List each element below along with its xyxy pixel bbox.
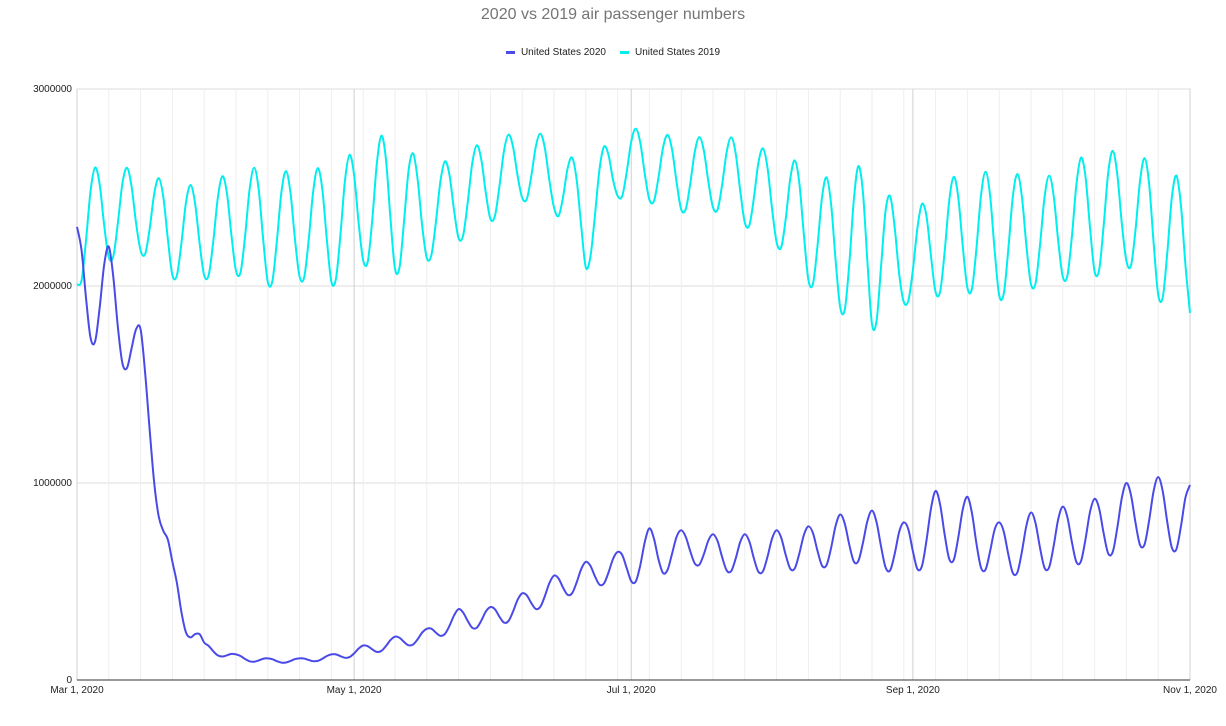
y-tick-label: 2000000 — [33, 281, 72, 292]
legend-swatch-2020 — [505, 51, 515, 54]
series-line-2019 — [76, 127, 1191, 332]
axes: 0 1000000 2000000 3000000 Mar 1, 2020 May 1, … — [33, 84, 1217, 696]
legend-item-2020[interactable]: United States 2020 — [505, 47, 606, 58]
series-line-2020 — [76, 226, 1191, 664]
legend-item-2019[interactable]: United States 2019 — [620, 47, 720, 58]
y-tick-label: 3000000 — [33, 84, 72, 95]
x-tick-label: Mar 1, 2020 — [50, 685, 104, 696]
y-tick-label: 0 — [66, 675, 72, 686]
legend-label-2019: United States 2019 — [635, 47, 721, 58]
x-tick-label: Jul 1, 2020 — [607, 685, 656, 696]
chart-title: 2020 vs 2019 air passenger numbers — [480, 6, 746, 23]
gridlines — [76, 88, 1191, 681]
x-tick-label: Sep 1, 2020 — [886, 685, 940, 696]
x-tick-label: May 1, 2020 — [327, 685, 382, 696]
series-layer — [76, 127, 1191, 664]
x-tick-label: Nov 1, 2020 — [1163, 685, 1217, 696]
y-tick-label: 1000000 — [33, 478, 72, 489]
plot-frame — [76, 88, 1191, 681]
legend: United States 2020 United States 2019 — [0, 47, 1226, 58]
legend-label-2020: United States 2020 — [520, 47, 606, 58]
legend-swatch-2019 — [620, 51, 629, 54]
